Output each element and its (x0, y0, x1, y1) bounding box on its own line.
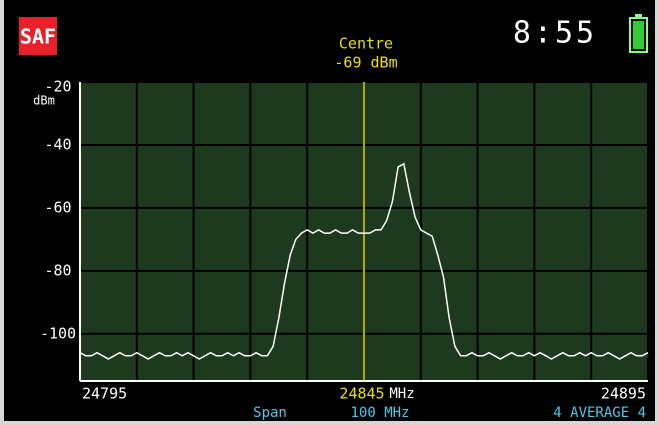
x-tick-label: 24845 (339, 385, 384, 403)
y-tick-label: -20 (44, 78, 71, 96)
battery-level (633, 21, 644, 49)
trace (79, 162, 649, 360)
y-tick-label: -40 (44, 135, 71, 153)
y-tick-label: -80 (44, 261, 71, 279)
marker-value: -69 dBm (334, 54, 397, 72)
logo-box (19, 17, 57, 55)
clock: 8:55 (513, 16, 597, 51)
y-axis-label: dBm (33, 94, 55, 108)
battery-tip (635, 14, 642, 18)
span-label: Span (253, 405, 287, 421)
y-tick-label: -100 (40, 324, 76, 342)
x-unit: MHz (389, 386, 414, 402)
marker-label: Centre (339, 35, 393, 53)
x-tick-label: 24895 (601, 385, 646, 403)
x-tick-label: 24795 (82, 385, 127, 403)
average: 4 AVERAGE 4 (553, 405, 646, 421)
logo: SAF (20, 25, 56, 49)
y-tick-label: -60 (44, 198, 71, 216)
span-value: 100 MHz (350, 405, 409, 421)
